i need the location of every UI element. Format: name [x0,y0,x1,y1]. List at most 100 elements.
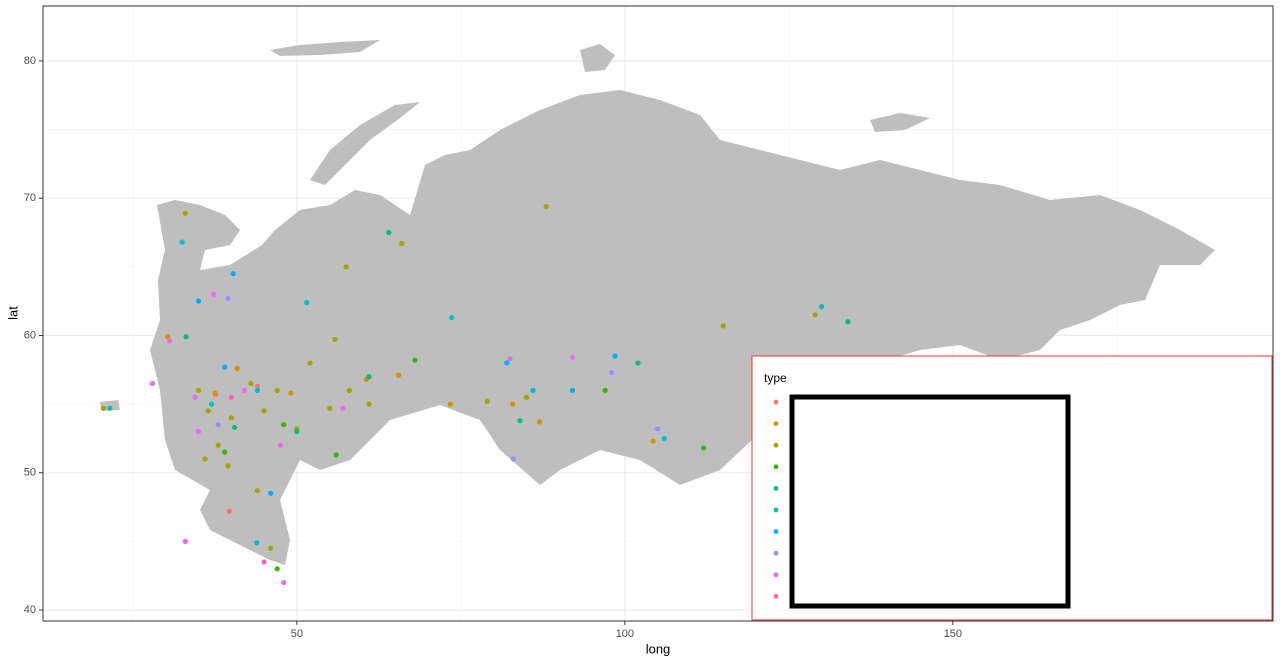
point [304,299,310,306]
point [510,456,516,462]
point [536,419,543,425]
point [612,353,618,359]
legend-key [773,594,779,599]
point [484,398,490,404]
point [230,271,236,277]
point [277,442,284,448]
y-tick-label: 70 [24,192,36,204]
point [195,428,202,435]
point [327,405,333,411]
legend-key [773,421,779,426]
legend-key [773,572,779,578]
point [248,380,254,387]
point [346,387,352,393]
point [294,428,300,435]
land-mass [100,40,1215,565]
point [192,394,198,400]
point [222,364,228,370]
point [167,338,173,344]
point [195,298,202,304]
novaya-zemlya [310,102,420,185]
point [288,390,294,396]
point [447,401,453,407]
legend [773,399,779,599]
y-tick-label: 80 [24,55,36,67]
point [107,405,113,411]
point [149,380,156,387]
point [254,387,261,393]
point [569,354,575,361]
y-tick-label: 50 [24,467,36,479]
point [226,508,232,514]
point [241,387,247,393]
y-tick-label: 40 [24,604,36,616]
legend-key [773,442,779,448]
point [635,360,641,366]
point [208,401,215,407]
point [261,408,267,414]
point [720,323,726,329]
point [517,417,523,424]
legend-key [773,507,779,513]
mainland [150,90,1215,565]
point [202,456,208,462]
point [510,401,516,407]
point [268,490,274,496]
point [281,579,287,586]
y-tick-label: 60 [24,329,36,341]
point [225,463,231,469]
point [569,387,575,393]
point [179,239,185,245]
point [231,424,238,431]
legend-key [773,529,779,534]
point [700,445,707,451]
x-tick-label: 150 [944,628,962,640]
severnaya-zemlya [580,44,615,72]
point [366,401,372,407]
point [274,566,280,572]
point [225,295,231,301]
point [523,394,530,400]
point [507,356,513,362]
point [281,422,287,428]
point [395,372,402,378]
redaction-box [789,394,1071,609]
point [100,405,106,411]
legend-key [773,550,779,556]
point [845,319,851,325]
point [343,264,349,270]
point [222,449,228,455]
point [340,405,346,411]
point [366,374,372,380]
point [399,240,405,247]
point [543,203,549,210]
new-siberian-islands [870,113,930,132]
x-tick-label: 100 [616,628,634,640]
point [254,383,261,389]
franz-josef-land [270,40,380,56]
point [210,291,217,297]
point [333,452,339,458]
point [234,365,240,372]
point [205,408,211,414]
point [412,357,418,363]
panel-border [42,5,1274,622]
point [195,387,202,393]
legend-key [773,486,779,491]
legend-title: type [764,371,787,385]
point [228,394,234,400]
point [449,315,455,321]
point [254,540,260,546]
point [386,229,392,236]
point [661,435,667,442]
x-tick-label: 50 [291,628,303,640]
point [165,334,171,340]
point [655,426,661,432]
point [254,487,261,494]
point [215,422,221,428]
point [332,336,338,343]
point [182,210,188,216]
legend-key [773,464,779,470]
point [504,360,510,366]
point [819,304,825,310]
